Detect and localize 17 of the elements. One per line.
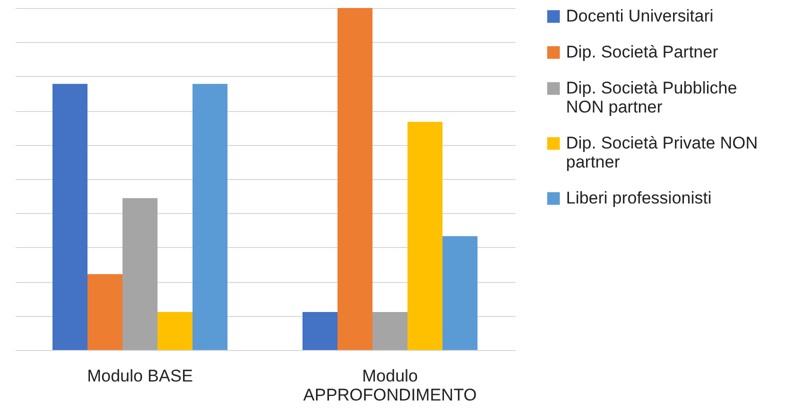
bar — [192, 84, 228, 350]
legend-label: Docenti Universitari — [566, 6, 714, 26]
legend-label: Dip. Società Pubbliche NON partner — [566, 78, 738, 116]
bar — [122, 198, 158, 350]
bar — [52, 84, 88, 350]
bar — [442, 236, 478, 350]
bar — [88, 274, 122, 350]
x-tick-label: Modulo BASE — [87, 366, 193, 386]
legend-label: Dip. Società Partner — [566, 42, 718, 62]
bar — [338, 8, 372, 350]
bar — [372, 312, 408, 350]
legend-label: Dip. Società Private NON partner — [566, 134, 758, 172]
bar — [408, 122, 442, 350]
legend-label: Liberi professionisti — [566, 188, 712, 208]
bar — [158, 312, 192, 350]
x-tick-label: Modulo APPROFONDIMENTO — [303, 366, 477, 404]
bar — [302, 312, 338, 350]
